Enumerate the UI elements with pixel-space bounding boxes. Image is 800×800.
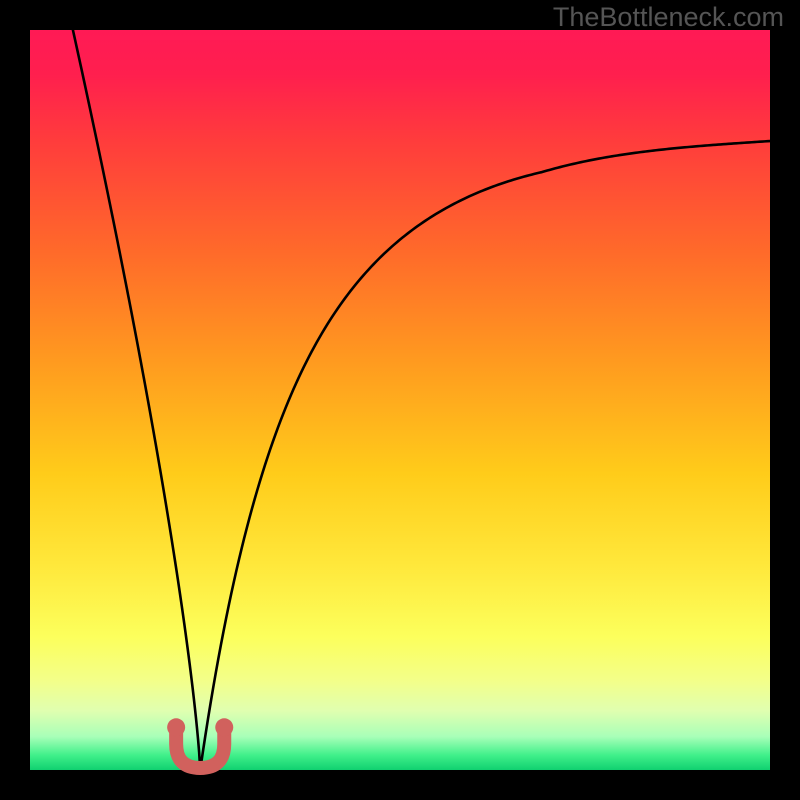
bottleneck-min-marker-end-left — [167, 718, 185, 736]
bottleneck-min-marker — [176, 727, 224, 768]
bottleneck-min-marker-end-right — [215, 718, 233, 736]
chart-stage: TheBottleneck.com — [0, 0, 800, 800]
bottleneck-curve — [73, 30, 770, 770]
watermark-text: TheBottleneck.com — [553, 2, 784, 33]
curve-layer — [0, 0, 800, 800]
